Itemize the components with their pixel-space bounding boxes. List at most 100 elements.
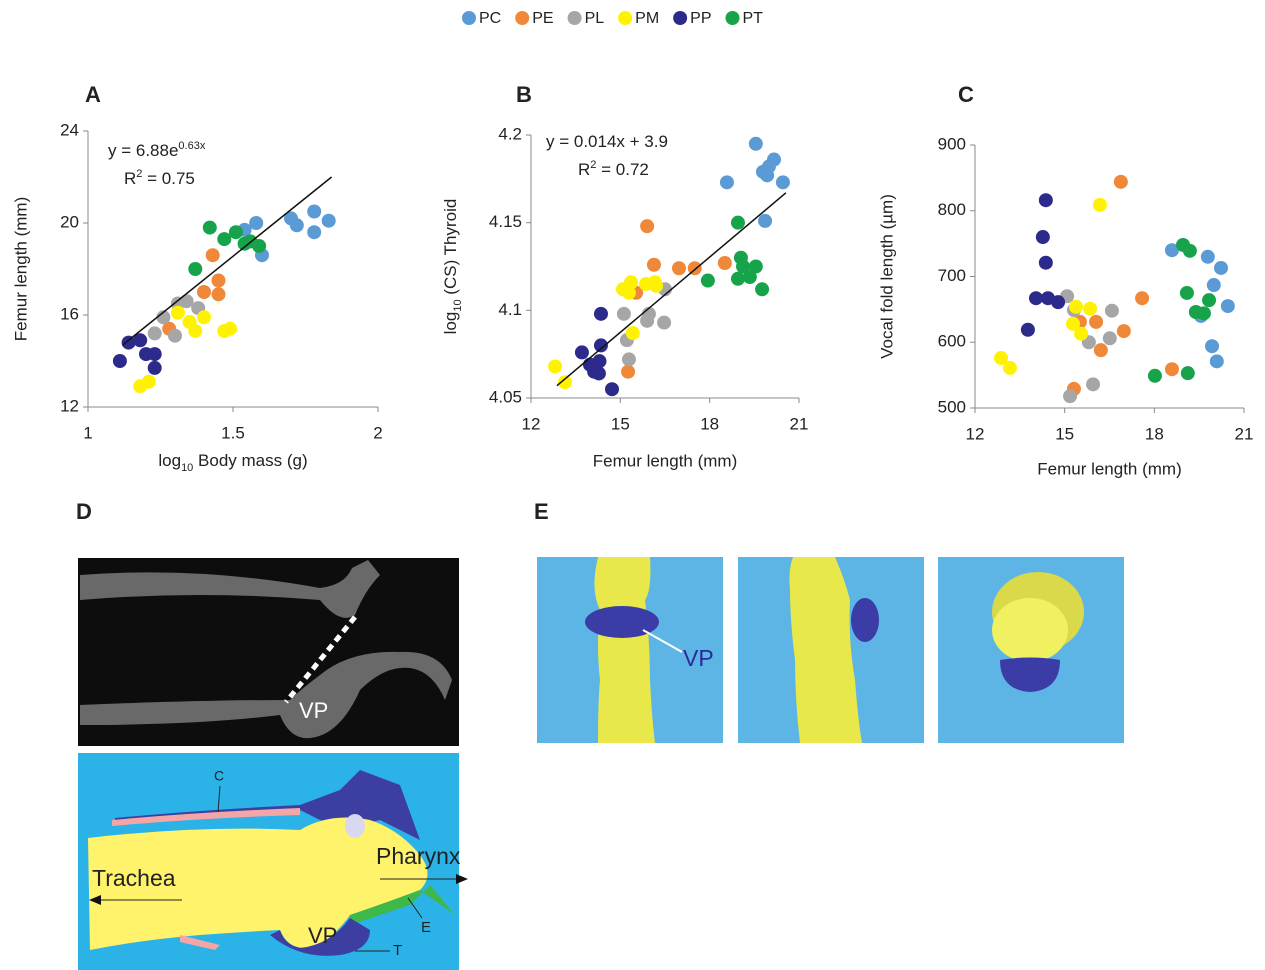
legend-label: PL bbox=[585, 10, 605, 27]
data-point bbox=[307, 225, 322, 240]
data-point bbox=[179, 294, 194, 309]
panel-letter: B bbox=[516, 82, 532, 107]
data-point bbox=[217, 232, 232, 247]
annotation: y = 0.014x + 3.9 bbox=[546, 132, 668, 151]
data-point bbox=[1086, 377, 1101, 392]
annotation-part: y = 0.014x + 3.9 bbox=[546, 132, 668, 151]
data-point bbox=[748, 259, 763, 274]
legend-label: PT bbox=[743, 10, 764, 27]
data-point bbox=[719, 175, 734, 190]
data-point bbox=[758, 213, 773, 228]
data-point bbox=[1213, 260, 1228, 275]
data-point bbox=[170, 305, 185, 320]
model-image: C Trachea Pharynx VP E T bbox=[78, 753, 468, 970]
y-tick-label: 500 bbox=[938, 397, 966, 416]
data-point bbox=[657, 315, 672, 330]
data-point bbox=[671, 261, 686, 276]
annotation: R2 = 0.75 bbox=[124, 168, 195, 189]
data-point bbox=[1083, 301, 1098, 316]
panel-letter: E bbox=[534, 499, 549, 524]
y-tick-label: 900 bbox=[938, 134, 966, 153]
x-axis-title-part: log bbox=[158, 451, 181, 470]
x-tick-label: 2 bbox=[373, 423, 382, 442]
data-point bbox=[730, 271, 745, 286]
data-point bbox=[223, 321, 238, 336]
data-point bbox=[156, 310, 171, 325]
y-axis-title: Femur length (mm) bbox=[11, 197, 30, 342]
data-point bbox=[1074, 326, 1089, 341]
data-point bbox=[228, 225, 243, 240]
x-tick-label: 12 bbox=[522, 414, 541, 433]
legend-marker bbox=[462, 11, 476, 25]
data-point bbox=[717, 255, 732, 270]
annotation-sup: 2 bbox=[136, 168, 142, 180]
data-point bbox=[748, 136, 763, 151]
y-tick-label: 600 bbox=[938, 332, 966, 351]
data-point bbox=[211, 287, 226, 302]
annotation-sup: 2 bbox=[590, 159, 596, 171]
trend-line bbox=[122, 176, 333, 346]
data-point bbox=[1205, 339, 1220, 354]
data-point bbox=[592, 354, 607, 369]
x-tick-label: 21 bbox=[1235, 424, 1254, 443]
annotation: R2 = 0.72 bbox=[578, 159, 649, 180]
data-point bbox=[593, 306, 608, 321]
data-point bbox=[593, 338, 608, 353]
data-point bbox=[168, 328, 182, 343]
data-point bbox=[252, 239, 267, 253]
x-axis-title: Femur length (mm) bbox=[1037, 459, 1182, 478]
annotation-sup: 0.63x bbox=[178, 140, 205, 152]
annotation-part: = 0.75 bbox=[142, 169, 194, 188]
t-label: T bbox=[393, 942, 402, 959]
y-axis-title: log10 (CS) Thyroid bbox=[441, 199, 463, 335]
legend-marker bbox=[673, 11, 688, 25]
c-label: C bbox=[214, 768, 224, 784]
data-point bbox=[591, 366, 606, 381]
data-point bbox=[1038, 255, 1053, 270]
data-point bbox=[133, 333, 148, 348]
pharynx-label: Pharynx bbox=[376, 843, 461, 869]
data-point bbox=[141, 374, 156, 389]
x-axis-title: log10 Body mass (g) bbox=[158, 451, 307, 473]
y-axis-title-sub: 10 bbox=[452, 299, 464, 311]
y-tick-label: 4.2 bbox=[498, 124, 522, 143]
data-point bbox=[1092, 197, 1107, 212]
data-point bbox=[1180, 366, 1195, 381]
data-point bbox=[1116, 324, 1131, 339]
y-tick-label: 20 bbox=[60, 212, 79, 231]
data-point bbox=[188, 324, 203, 339]
data-point bbox=[742, 270, 757, 285]
trachea-label: Trachea bbox=[92, 865, 176, 891]
y-axis-title-part: log bbox=[441, 312, 460, 335]
data-point bbox=[197, 285, 211, 299]
annotation-part: R bbox=[124, 169, 136, 188]
annotation: y = 6.88e0.63x bbox=[108, 140, 206, 161]
data-point bbox=[755, 282, 770, 297]
y-tick-label: 4.05 bbox=[489, 387, 522, 406]
legend-label: PC bbox=[479, 10, 501, 27]
data-point bbox=[202, 220, 217, 235]
data-point bbox=[700, 273, 715, 288]
legend-marker bbox=[515, 11, 530, 25]
data-point bbox=[1102, 331, 1117, 346]
trend-line bbox=[556, 192, 787, 387]
x-tick-label: 18 bbox=[700, 414, 719, 433]
data-point bbox=[1206, 278, 1221, 293]
data-point bbox=[307, 204, 322, 219]
y-tick-label: 16 bbox=[60, 304, 79, 323]
y-axis-title-part: (CS) Thyroid bbox=[441, 199, 460, 300]
annotation-part: = 0.72 bbox=[596, 160, 648, 179]
y-tick-label: 24 bbox=[60, 120, 79, 139]
panel-letter: D bbox=[76, 499, 92, 524]
data-point bbox=[1104, 303, 1119, 318]
x-tick-label: 18 bbox=[1145, 424, 1164, 443]
data-point bbox=[1182, 243, 1197, 258]
data-point bbox=[289, 218, 304, 233]
y-tick-label: 700 bbox=[938, 266, 966, 285]
data-point bbox=[604, 382, 619, 397]
data-point bbox=[616, 306, 631, 321]
data-point bbox=[760, 168, 775, 183]
data-point bbox=[188, 262, 203, 276]
data-point bbox=[147, 326, 162, 341]
data-point bbox=[1028, 291, 1043, 306]
